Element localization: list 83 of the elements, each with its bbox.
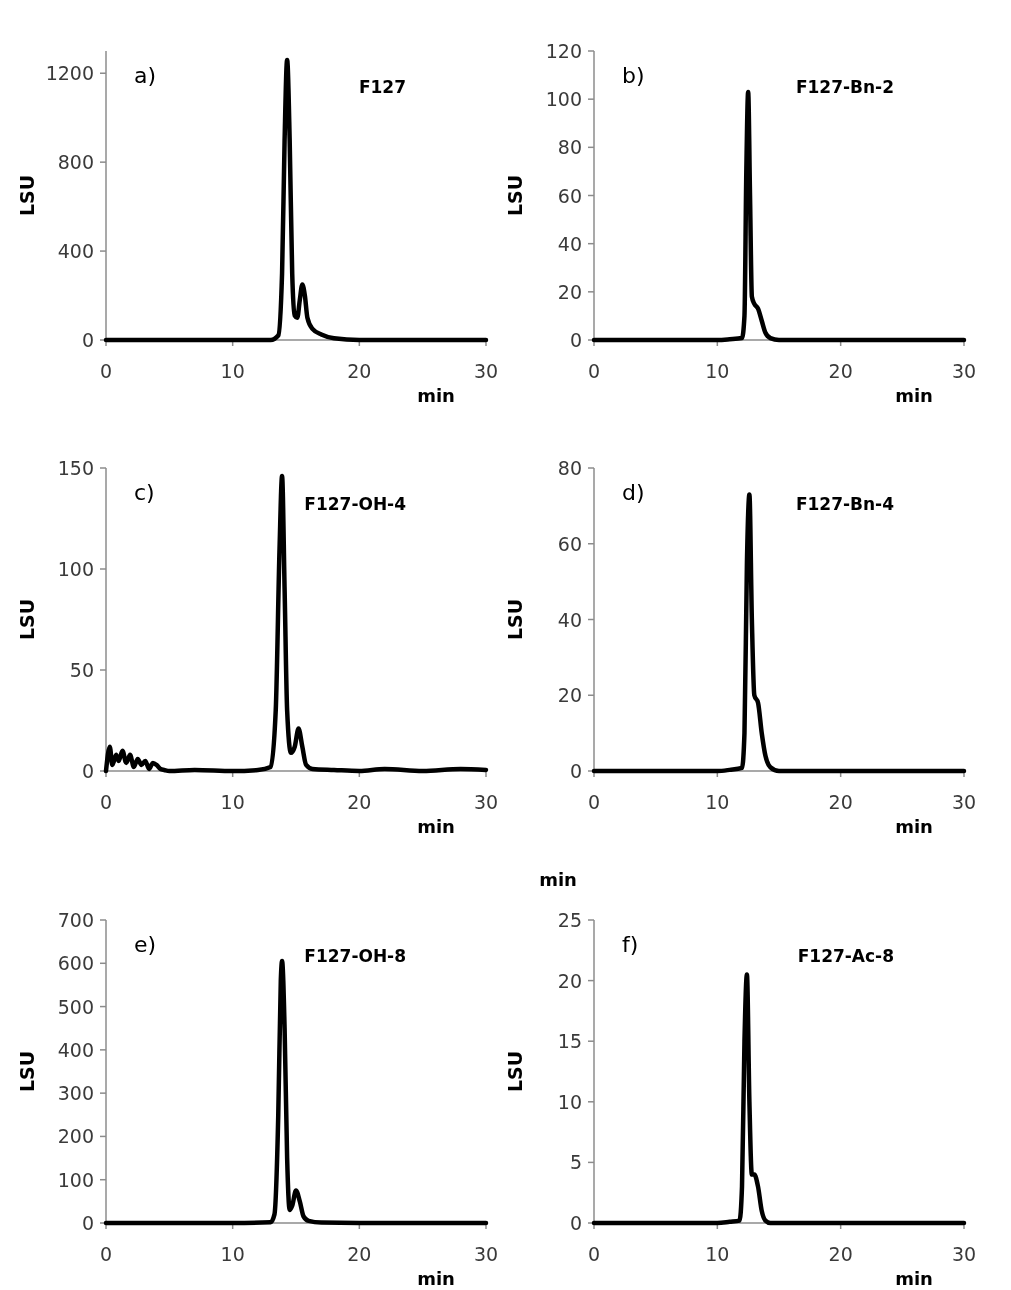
x-tick-label: 0 bbox=[99, 791, 113, 813]
y-axis-title: LSU bbox=[504, 1050, 526, 1093]
y-tick-label: 15 bbox=[557, 1030, 582, 1053]
text: c) bbox=[134, 480, 155, 505]
y-tick-label: 0 bbox=[569, 1212, 582, 1234]
x-tick-label: 30 bbox=[951, 360, 977, 382]
x-tick-label: 10 bbox=[220, 791, 245, 813]
x-tick-label: 20 bbox=[347, 360, 372, 382]
y-tick-label: 60 bbox=[557, 532, 582, 555]
y-tick-label: 25 bbox=[557, 909, 582, 931]
x-tick-label: 10 bbox=[220, 360, 245, 382]
y-tick-label: 80 bbox=[557, 136, 582, 159]
x-axis-title: min bbox=[417, 1268, 455, 1289]
text: F127-OH-4 bbox=[304, 494, 407, 514]
text: f) bbox=[622, 932, 639, 957]
y-tick-label: 500 bbox=[57, 995, 94, 1018]
y-tick-label: 40 bbox=[557, 608, 582, 631]
x-tick-label: 0 bbox=[587, 1243, 601, 1265]
x-tick-label: 30 bbox=[473, 1243, 499, 1265]
y-tick-label: 0 bbox=[569, 329, 582, 351]
y-tick-label: 100 bbox=[545, 88, 582, 111]
y-axis-title: LSU bbox=[16, 598, 38, 641]
text: a) bbox=[134, 63, 157, 88]
y-tick-label: 0 bbox=[81, 760, 94, 782]
y-tick-label: 20 bbox=[557, 280, 582, 303]
x-tick-label: 10 bbox=[705, 1243, 730, 1265]
x-tick-label: 10 bbox=[705, 791, 730, 813]
y-tick-label: 300 bbox=[57, 1082, 94, 1105]
text: b) bbox=[622, 63, 645, 88]
x-axis-title: min bbox=[417, 816, 455, 837]
y-tick-label: 40 bbox=[557, 232, 582, 255]
x-tick-label: 20 bbox=[347, 791, 372, 813]
y-tick-label: 80 bbox=[557, 457, 582, 479]
y-axis-title: LSU bbox=[504, 598, 526, 641]
y-tick-label: 150 bbox=[57, 457, 94, 479]
y-tick-label: 0 bbox=[81, 329, 94, 351]
x-tick-label: 30 bbox=[951, 791, 977, 813]
text: F127-Bn-2 bbox=[795, 77, 894, 97]
y-tick-label: 800 bbox=[57, 151, 94, 174]
text: F127-Bn-4 bbox=[795, 494, 895, 514]
x-tick-label: 10 bbox=[220, 1243, 245, 1265]
y-tick-label: 20 bbox=[557, 684, 582, 707]
y-axis-title: LSU bbox=[504, 174, 526, 217]
text: e) bbox=[134, 932, 157, 957]
text: F127-Ac-8 bbox=[797, 946, 894, 966]
x-tick-label: 30 bbox=[473, 360, 499, 382]
x-axis-title: min bbox=[417, 385, 455, 406]
x-axis-title: min bbox=[895, 385, 933, 406]
x-tick-label: 20 bbox=[828, 360, 853, 382]
y-axis-title: LSU bbox=[16, 1050, 38, 1093]
y-tick-label: 5 bbox=[569, 1151, 582, 1174]
y-tick-label: 120 bbox=[545, 40, 582, 62]
y-axis-title: LSU bbox=[16, 174, 38, 217]
y-tick-label: 400 bbox=[57, 240, 94, 263]
y-tick-label: 100 bbox=[57, 558, 94, 580]
y-tick-label: 700 bbox=[57, 909, 94, 931]
y-tick-label: 100 bbox=[57, 1168, 94, 1191]
x-axis-title: min bbox=[895, 816, 933, 837]
x-tick-label: 30 bbox=[473, 791, 499, 813]
x-tick-label: 0 bbox=[587, 791, 601, 813]
x-axis-title: min bbox=[895, 1268, 933, 1289]
text: F127-OH-8 bbox=[304, 946, 406, 966]
y-tick-label: 50 bbox=[69, 659, 94, 681]
y-tick-label: 1200 bbox=[45, 62, 94, 85]
x-tick-label: 20 bbox=[828, 791, 853, 813]
x-tick-label: 20 bbox=[347, 1243, 372, 1265]
x-tick-label: 30 bbox=[951, 1243, 977, 1265]
y-tick-label: 400 bbox=[57, 1038, 94, 1061]
text: d) bbox=[622, 480, 645, 505]
x-tick-label: 10 bbox=[705, 360, 730, 382]
text: F127 bbox=[358, 77, 406, 97]
text: min bbox=[539, 869, 577, 890]
x-tick-label: 20 bbox=[828, 1243, 853, 1265]
y-tick-label: 200 bbox=[57, 1125, 94, 1148]
y-tick-label: 600 bbox=[57, 952, 94, 975]
y-tick-label: 10 bbox=[557, 1090, 582, 1113]
x-tick-label: 0 bbox=[587, 360, 601, 382]
y-tick-label: 0 bbox=[569, 760, 582, 782]
y-tick-label: 0 bbox=[81, 1212, 94, 1234]
x-tick-label: 0 bbox=[99, 1243, 113, 1265]
x-tick-label: 0 bbox=[99, 360, 113, 382]
y-tick-label: 60 bbox=[557, 184, 582, 207]
y-tick-label: 20 bbox=[557, 969, 582, 992]
